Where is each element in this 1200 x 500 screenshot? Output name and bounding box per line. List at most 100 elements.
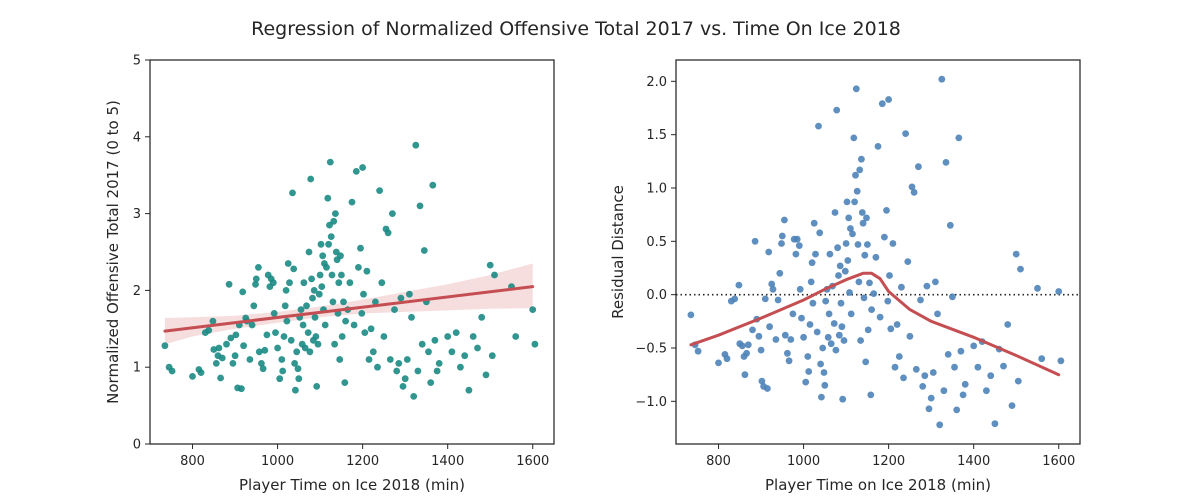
left-data-point bbox=[246, 356, 254, 363]
left-data-point bbox=[416, 202, 424, 210]
right-data-point bbox=[805, 368, 813, 375]
right-data-point bbox=[1012, 250, 1020, 258]
left-data-point bbox=[197, 369, 205, 376]
left-y-tick-label: 0 bbox=[133, 438, 141, 453]
left-data-point bbox=[360, 290, 367, 298]
right-data-point bbox=[858, 155, 865, 163]
right-data-point bbox=[932, 278, 939, 286]
right-data-point bbox=[854, 241, 862, 248]
right-data-point bbox=[826, 250, 834, 258]
right-data-point bbox=[795, 242, 803, 250]
left-data-point bbox=[337, 252, 344, 260]
left-regression-line bbox=[163, 285, 535, 333]
left-data-point bbox=[418, 340, 426, 348]
left-data-point bbox=[386, 356, 394, 363]
left-data-point bbox=[294, 365, 302, 373]
right-data-point bbox=[800, 333, 807, 341]
left-data-point bbox=[229, 360, 237, 367]
right-data-point bbox=[1017, 265, 1024, 273]
left-data-point bbox=[469, 333, 477, 340]
right-data-point bbox=[840, 337, 848, 344]
left-data-point bbox=[491, 271, 498, 279]
left-data-point bbox=[297, 306, 305, 313]
left-data-point bbox=[444, 333, 452, 340]
left-data-point bbox=[380, 333, 388, 340]
right-data-point bbox=[838, 323, 846, 331]
right-data-point bbox=[867, 391, 875, 399]
left-data-point bbox=[316, 271, 324, 279]
left-y-tick-label: 1 bbox=[133, 361, 141, 376]
left-data-point bbox=[269, 279, 277, 287]
left-data-point bbox=[311, 313, 319, 321]
left-data-point bbox=[292, 386, 299, 394]
left-data-point bbox=[478, 313, 486, 321]
left-data-point bbox=[255, 264, 262, 271]
left-data-point bbox=[261, 346, 269, 354]
left-data-point bbox=[363, 267, 371, 275]
left-data-point bbox=[287, 336, 295, 344]
left-data-point bbox=[391, 306, 398, 313]
right-data-point bbox=[908, 183, 916, 191]
left-data-point bbox=[331, 340, 338, 348]
right-x-tick-label: 800 bbox=[706, 454, 731, 469]
left-data-point bbox=[403, 356, 411, 363]
left-data-point bbox=[399, 383, 407, 390]
right-data-point bbox=[858, 209, 866, 216]
right-data-point bbox=[830, 320, 838, 327]
left-data-point bbox=[397, 294, 405, 302]
right-data-point bbox=[856, 166, 864, 174]
right-data-point bbox=[953, 406, 961, 414]
left-data-point bbox=[225, 280, 233, 288]
left-data-point bbox=[279, 367, 287, 375]
right-data-point bbox=[735, 281, 743, 289]
left-data-point bbox=[357, 244, 364, 252]
left-data-point bbox=[529, 306, 537, 313]
right-data-point bbox=[893, 321, 901, 328]
left-data-point bbox=[227, 334, 235, 342]
left-data-point bbox=[414, 367, 422, 375]
right-data-point bbox=[866, 279, 873, 287]
left-regression-line-layer bbox=[163, 285, 535, 333]
right-plot-frame bbox=[675, 59, 1081, 445]
right-data-point bbox=[846, 289, 853, 296]
right-data-point bbox=[687, 311, 695, 319]
right-data-point bbox=[902, 130, 909, 138]
right-data-point bbox=[808, 259, 816, 267]
left-y-tick-label: 2 bbox=[133, 284, 141, 299]
right-data-point bbox=[885, 96, 892, 103]
right-data-point bbox=[868, 306, 875, 313]
left-data-point bbox=[355, 264, 362, 271]
left-data-point bbox=[189, 373, 196, 380]
right-data-point bbox=[881, 233, 888, 241]
left-y-tick-label: 5 bbox=[133, 54, 141, 69]
right-data-point bbox=[796, 285, 804, 293]
left-data-point bbox=[348, 198, 356, 206]
right-data-point bbox=[835, 331, 843, 339]
left-data-point bbox=[272, 329, 279, 336]
left-data-point bbox=[448, 348, 456, 356]
right-data-point bbox=[831, 209, 839, 216]
right-lowess-line-layer bbox=[689, 271, 1061, 377]
left-data-point bbox=[276, 375, 284, 383]
left-data-point bbox=[309, 294, 316, 302]
right-data-point bbox=[774, 296, 782, 304]
left-data-point bbox=[259, 365, 267, 373]
right-data-point bbox=[983, 387, 990, 395]
right-data-point bbox=[949, 293, 956, 301]
left-data-point bbox=[389, 210, 396, 218]
right-data-point bbox=[904, 258, 912, 265]
right-data-point bbox=[819, 344, 827, 352]
right-data-point bbox=[957, 347, 965, 355]
right-data-point bbox=[876, 313, 884, 321]
right-data-point bbox=[841, 267, 849, 275]
right-data-point bbox=[789, 310, 797, 318]
right-data-point bbox=[857, 337, 864, 344]
right-data-point bbox=[864, 326, 872, 334]
right-data-point bbox=[723, 355, 731, 363]
left-data-point bbox=[474, 344, 481, 352]
left-data-point bbox=[341, 379, 349, 386]
left-data-point bbox=[338, 333, 346, 340]
right-data-point bbox=[817, 360, 824, 368]
left-data-point bbox=[295, 375, 303, 383]
right-data-point bbox=[824, 333, 832, 341]
